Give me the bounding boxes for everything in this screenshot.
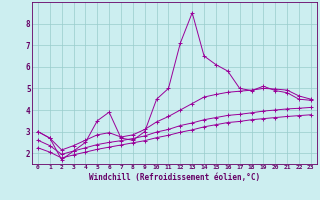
X-axis label: Windchill (Refroidissement éolien,°C): Windchill (Refroidissement éolien,°C) <box>89 173 260 182</box>
